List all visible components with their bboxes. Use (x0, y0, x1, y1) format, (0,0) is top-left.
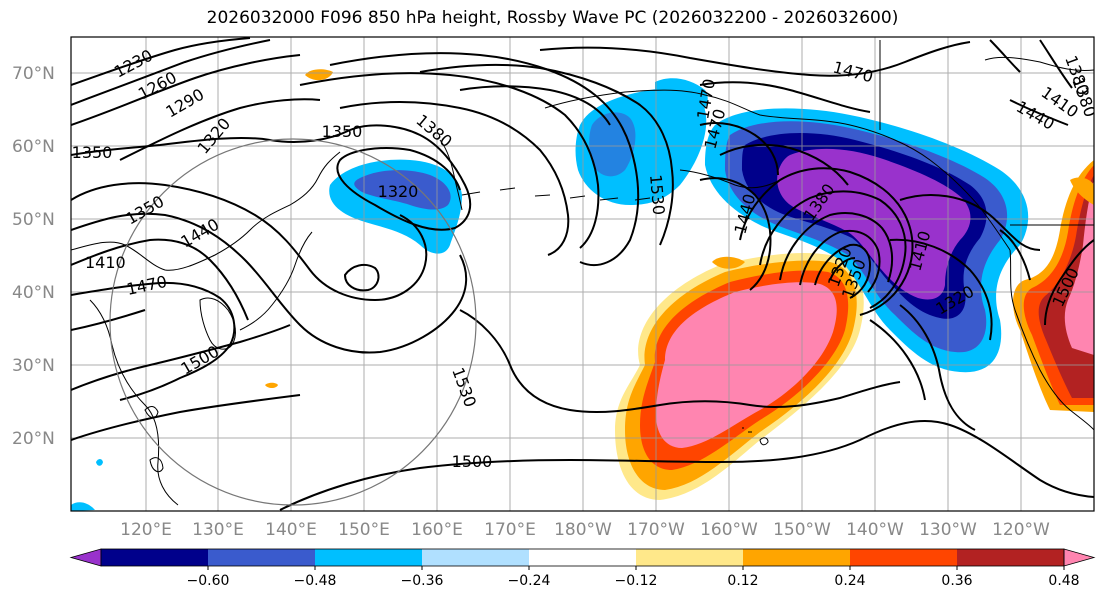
lon-label: 120°E (120, 520, 172, 540)
lon-label: 140°W (846, 520, 904, 540)
lon-label: 170°E (484, 520, 536, 540)
colorbar-segment (529, 549, 637, 566)
colorbar-tick-label: −0.48 (294, 573, 337, 589)
colorbar-segment (743, 549, 851, 566)
lon-label: 160°E (411, 520, 463, 540)
colorbar-segment (101, 549, 209, 566)
negative-anomaly-bering (575, 78, 708, 205)
negative-anomaly-okhotsk (329, 159, 462, 254)
colorbar-segment (636, 549, 744, 566)
lon-label: 150°W (773, 520, 831, 540)
contour-label: 1410 (85, 253, 126, 272)
colorbar-tick-label: −0.12 (615, 573, 658, 589)
contour-label: 1350 (72, 143, 113, 162)
contour-label: 1320 (378, 182, 419, 201)
contour-label: 1350 (322, 122, 363, 141)
colorbar-extend-low (69, 548, 102, 567)
lon-label: 120°W (992, 520, 1050, 540)
colorbar-tick-label: 0.36 (941, 573, 972, 589)
lon-label: 130°E (192, 520, 244, 540)
colorbar-tick-label: −0.36 (401, 573, 444, 589)
height-contours (71, 37, 1094, 511)
coastlines (71, 40, 1094, 506)
map-border (70, 36, 1095, 512)
lat-label: 70°N (12, 64, 55, 84)
lon-label: 160°W (700, 520, 758, 540)
contour-label: 1500 (452, 452, 493, 471)
lat-label: 20°N (12, 429, 55, 449)
small-positive-blob-2 (265, 382, 278, 388)
colorbar-tick-label: −0.60 (187, 573, 230, 589)
colorbar-tick-label: 0.24 (834, 573, 865, 589)
longitude-labels: 120°E 130°E 140°E 150°E 160°E 170°E 180°… (120, 520, 1050, 540)
colorbar-tick-label: 0.12 (727, 573, 758, 589)
colorbar-extend-high (1063, 548, 1096, 567)
lon-label: 180°W (554, 520, 612, 540)
map-title: 2026032000 F096 850 hPa height, Rossby W… (206, 8, 899, 28)
colorbar-segment (208, 549, 316, 566)
small-positive-blob (305, 69, 333, 81)
lon-label: 150°E (338, 520, 390, 540)
lat-label: 60°N (12, 137, 55, 157)
lat-label: 50°N (12, 210, 55, 230)
colorbar-tick-label: −0.24 (508, 573, 551, 589)
lon-label: 170°W (627, 520, 685, 540)
colorbar-segment (957, 549, 1065, 566)
latitude-labels: 70°N 60°N 50°N 40°N 30°N 20°N (12, 64, 55, 449)
projection-circle (109, 138, 477, 506)
colorbar-tick-label: 0.48 (1048, 573, 1079, 589)
small-negative-blob (96, 459, 103, 466)
colorbar-segment (850, 549, 958, 566)
lon-label: 130°W (919, 520, 977, 540)
colorbar-border (100, 548, 1065, 567)
lat-label: 30°N (12, 356, 55, 376)
colorbar-segment (422, 549, 530, 566)
contour-label: 1530 (646, 174, 668, 216)
lat-label: 40°N (12, 283, 55, 303)
lon-label: 140°E (265, 520, 317, 540)
colorbar-segment (315, 549, 423, 566)
colorbar: −0.60 −0.48 −0.36 −0.24 −0.12 0.12 0.24 0.36 0.4… (69, 548, 1096, 589)
